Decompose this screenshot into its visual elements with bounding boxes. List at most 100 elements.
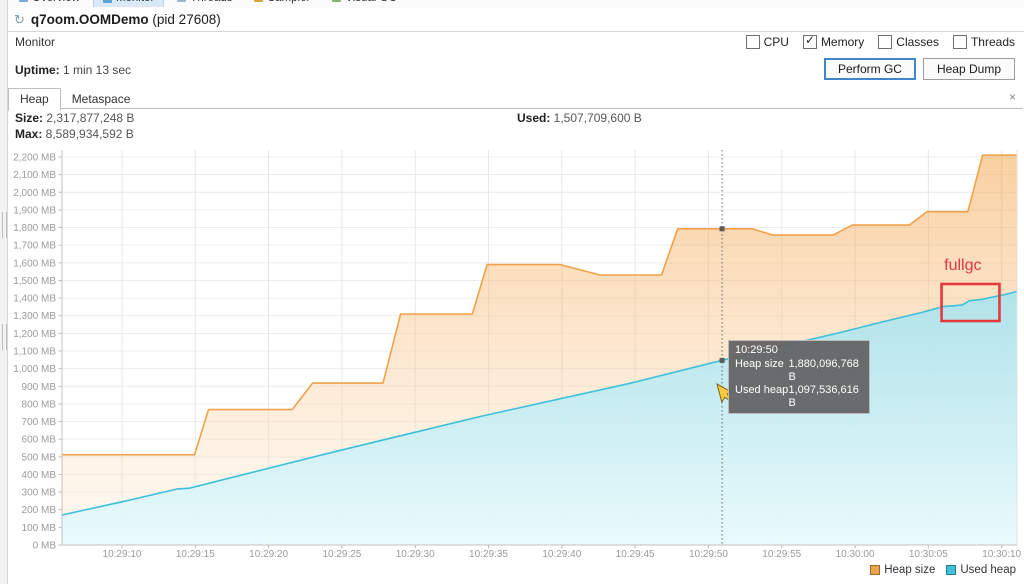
svg-text:10:30:00: 10:30:00 xyxy=(836,549,875,560)
svg-text:10:29:20: 10:29:20 xyxy=(249,549,288,560)
svg-text:800 MB: 800 MB xyxy=(22,399,57,410)
uptime-text: Uptime: 1 min 13 sec xyxy=(15,63,131,77)
size-label: Size: xyxy=(15,111,43,125)
monitor-icon xyxy=(103,0,112,3)
page-title: q7oom.OOMDemo (pid 27608) xyxy=(31,12,221,27)
chart-tooltip: 10:29:50 Heap size1,880,096,768 B Used h… xyxy=(728,340,870,414)
legend-label: Heap size xyxy=(884,564,935,576)
refresh-icon[interactable]: ↻ xyxy=(14,13,25,26)
svg-text:1,800 MB: 1,800 MB xyxy=(13,223,56,234)
tooltip-row: Used heap1,097,536,616 B xyxy=(735,384,863,410)
tab-heap[interactable]: Heap xyxy=(8,88,61,111)
svg-text:200 MB: 200 MB xyxy=(22,505,57,516)
perform-gc-button[interactable]: Perform GC xyxy=(824,58,916,80)
tab-metaspace[interactable]: Metaspace xyxy=(61,89,142,110)
svg-text:10:29:40: 10:29:40 xyxy=(542,549,581,560)
process-pid: (pid 27608) xyxy=(149,12,221,27)
main-tab-label: Overview xyxy=(32,0,80,4)
svg-text:10:29:50: 10:29:50 xyxy=(689,549,728,560)
svg-text:1,300 MB: 1,300 MB xyxy=(13,311,56,322)
used-heap-series xyxy=(62,291,1017,545)
checkbox-classes[interactable]: Classes xyxy=(878,35,939,49)
used-value: 1,507,709,600 B xyxy=(550,111,641,125)
legend-item: Heap size xyxy=(870,564,935,576)
x-axis-labels: 10:29:1010:29:1510:29:2010:29:2510:29:30… xyxy=(103,545,1022,560)
svg-text:10:29:25: 10:29:25 xyxy=(322,549,361,560)
main-tab-overview[interactable]: Overview xyxy=(10,0,89,7)
heap-size-stats: Size: 2,317,877,248 B Max: 8,589,934,592… xyxy=(15,110,134,142)
max-label: Max: xyxy=(15,127,42,141)
used-label: Used: xyxy=(517,111,550,125)
svg-text:500 MB: 500 MB xyxy=(22,452,57,463)
main-tab-label: Visual GC xyxy=(345,0,397,4)
y-axis-labels: 0 MB100 MB200 MB300 MB400 MB500 MB600 MB… xyxy=(13,153,62,552)
main-tab-label: Monitor xyxy=(116,0,154,4)
uptime-value: 1 min 13 sec xyxy=(60,63,131,77)
sampler-icon xyxy=(254,0,263,2)
checkbox-threads[interactable]: Threads xyxy=(953,35,1015,49)
window-left-splitter[interactable] xyxy=(0,0,8,584)
heap-dump-button[interactable]: Heap Dump xyxy=(923,58,1015,80)
legend-label: Used heap xyxy=(960,564,1016,576)
chart-axes xyxy=(62,150,1017,545)
checkbox-memory[interactable]: ✓Memory xyxy=(803,35,864,49)
monitor-section-title: Monitor xyxy=(15,35,746,49)
splitter-grip xyxy=(2,324,7,350)
svg-text:1,200 MB: 1,200 MB xyxy=(13,329,56,340)
chart-plot-area[interactable] xyxy=(62,150,1017,545)
legend-swatch-icon xyxy=(870,565,880,575)
status-action-row: Uptime: 1 min 13 sec Perform GC Heap Dum… xyxy=(8,52,1023,86)
heap-used-stat: Used: 1,507,709,600 B xyxy=(517,110,642,126)
checkbox-label: Classes xyxy=(896,35,939,49)
checkbox-label: Memory xyxy=(821,35,864,49)
visualgc-icon xyxy=(332,0,341,2)
main-tab-label: Threads xyxy=(190,0,232,4)
close-icon[interactable]: × xyxy=(1009,91,1016,103)
hover-marker xyxy=(720,150,725,545)
document-title-row: ↻ q7oom.OOMDemo (pid 27608) xyxy=(8,8,1024,32)
heap-size-series xyxy=(62,155,1017,545)
checkbox-unchecked-icon xyxy=(953,35,967,49)
svg-text:400 MB: 400 MB xyxy=(22,470,57,481)
fullgc-annotation: fullgc xyxy=(942,257,1000,321)
legend-swatch-icon xyxy=(946,565,956,575)
main-tab-visual-gc[interactable]: Visual GC xyxy=(323,0,406,7)
threads-icon xyxy=(177,0,186,2)
svg-text:1,900 MB: 1,900 MB xyxy=(13,205,56,216)
svg-text:10:29:30: 10:29:30 xyxy=(396,549,435,560)
monitor-section-header: Monitor CPU ✓Memory Classes Threads xyxy=(8,32,1023,52)
checkbox-unchecked-icon xyxy=(746,35,760,49)
svg-text:900 MB: 900 MB xyxy=(22,382,57,393)
svg-text:1,000 MB: 1,000 MB xyxy=(13,364,56,375)
chart-legend: Heap size Used heap xyxy=(870,564,1016,576)
main-tab-sampler[interactable]: Sampler xyxy=(245,0,319,7)
size-value: 2,317,877,248 B xyxy=(43,111,134,125)
checkbox-cpu[interactable]: CPU xyxy=(746,35,789,49)
svg-text:2,000 MB: 2,000 MB xyxy=(13,188,56,199)
tooltip-time: 10:29:50 xyxy=(735,344,863,357)
svg-text:1,700 MB: 1,700 MB xyxy=(13,241,56,252)
main-tab-monitor[interactable]: Monitor xyxy=(93,0,164,7)
svg-text:1,400 MB: 1,400 MB xyxy=(13,294,56,305)
svg-text:10:30:10: 10:30:10 xyxy=(982,549,1021,560)
visualvm-monitor-window: Overview Monitor Threads Sampler Visual GC ↻… xyxy=(0,0,1024,584)
svg-text:10:30:05: 10:30:05 xyxy=(909,549,948,560)
main-tab-threads[interactable]: Threads xyxy=(168,0,241,7)
splitter-grip xyxy=(2,212,7,238)
svg-text:10:29:15: 10:29:15 xyxy=(176,549,215,560)
process-name: q7oom.OOMDemo xyxy=(31,12,149,27)
chart-grid xyxy=(62,150,1017,545)
checkbox-label: Threads xyxy=(971,35,1015,49)
tooltip-row: Heap size1,880,096,768 B xyxy=(735,358,863,384)
svg-text:10:29:45: 10:29:45 xyxy=(616,549,655,560)
svg-text:2,100 MB: 2,100 MB xyxy=(13,170,56,181)
svg-text:fullgc: fullgc xyxy=(944,257,981,274)
max-value: 8,589,934,592 B xyxy=(42,127,133,141)
svg-text:1,500 MB: 1,500 MB xyxy=(13,276,56,287)
svg-text:10:29:55: 10:29:55 xyxy=(762,549,801,560)
svg-text:10:29:35: 10:29:35 xyxy=(469,549,508,560)
svg-text:2,200 MB: 2,200 MB xyxy=(13,153,56,164)
legend-item: Used heap xyxy=(946,564,1016,576)
svg-text:600 MB: 600 MB xyxy=(22,435,57,446)
checkbox-label: CPU xyxy=(764,35,789,49)
